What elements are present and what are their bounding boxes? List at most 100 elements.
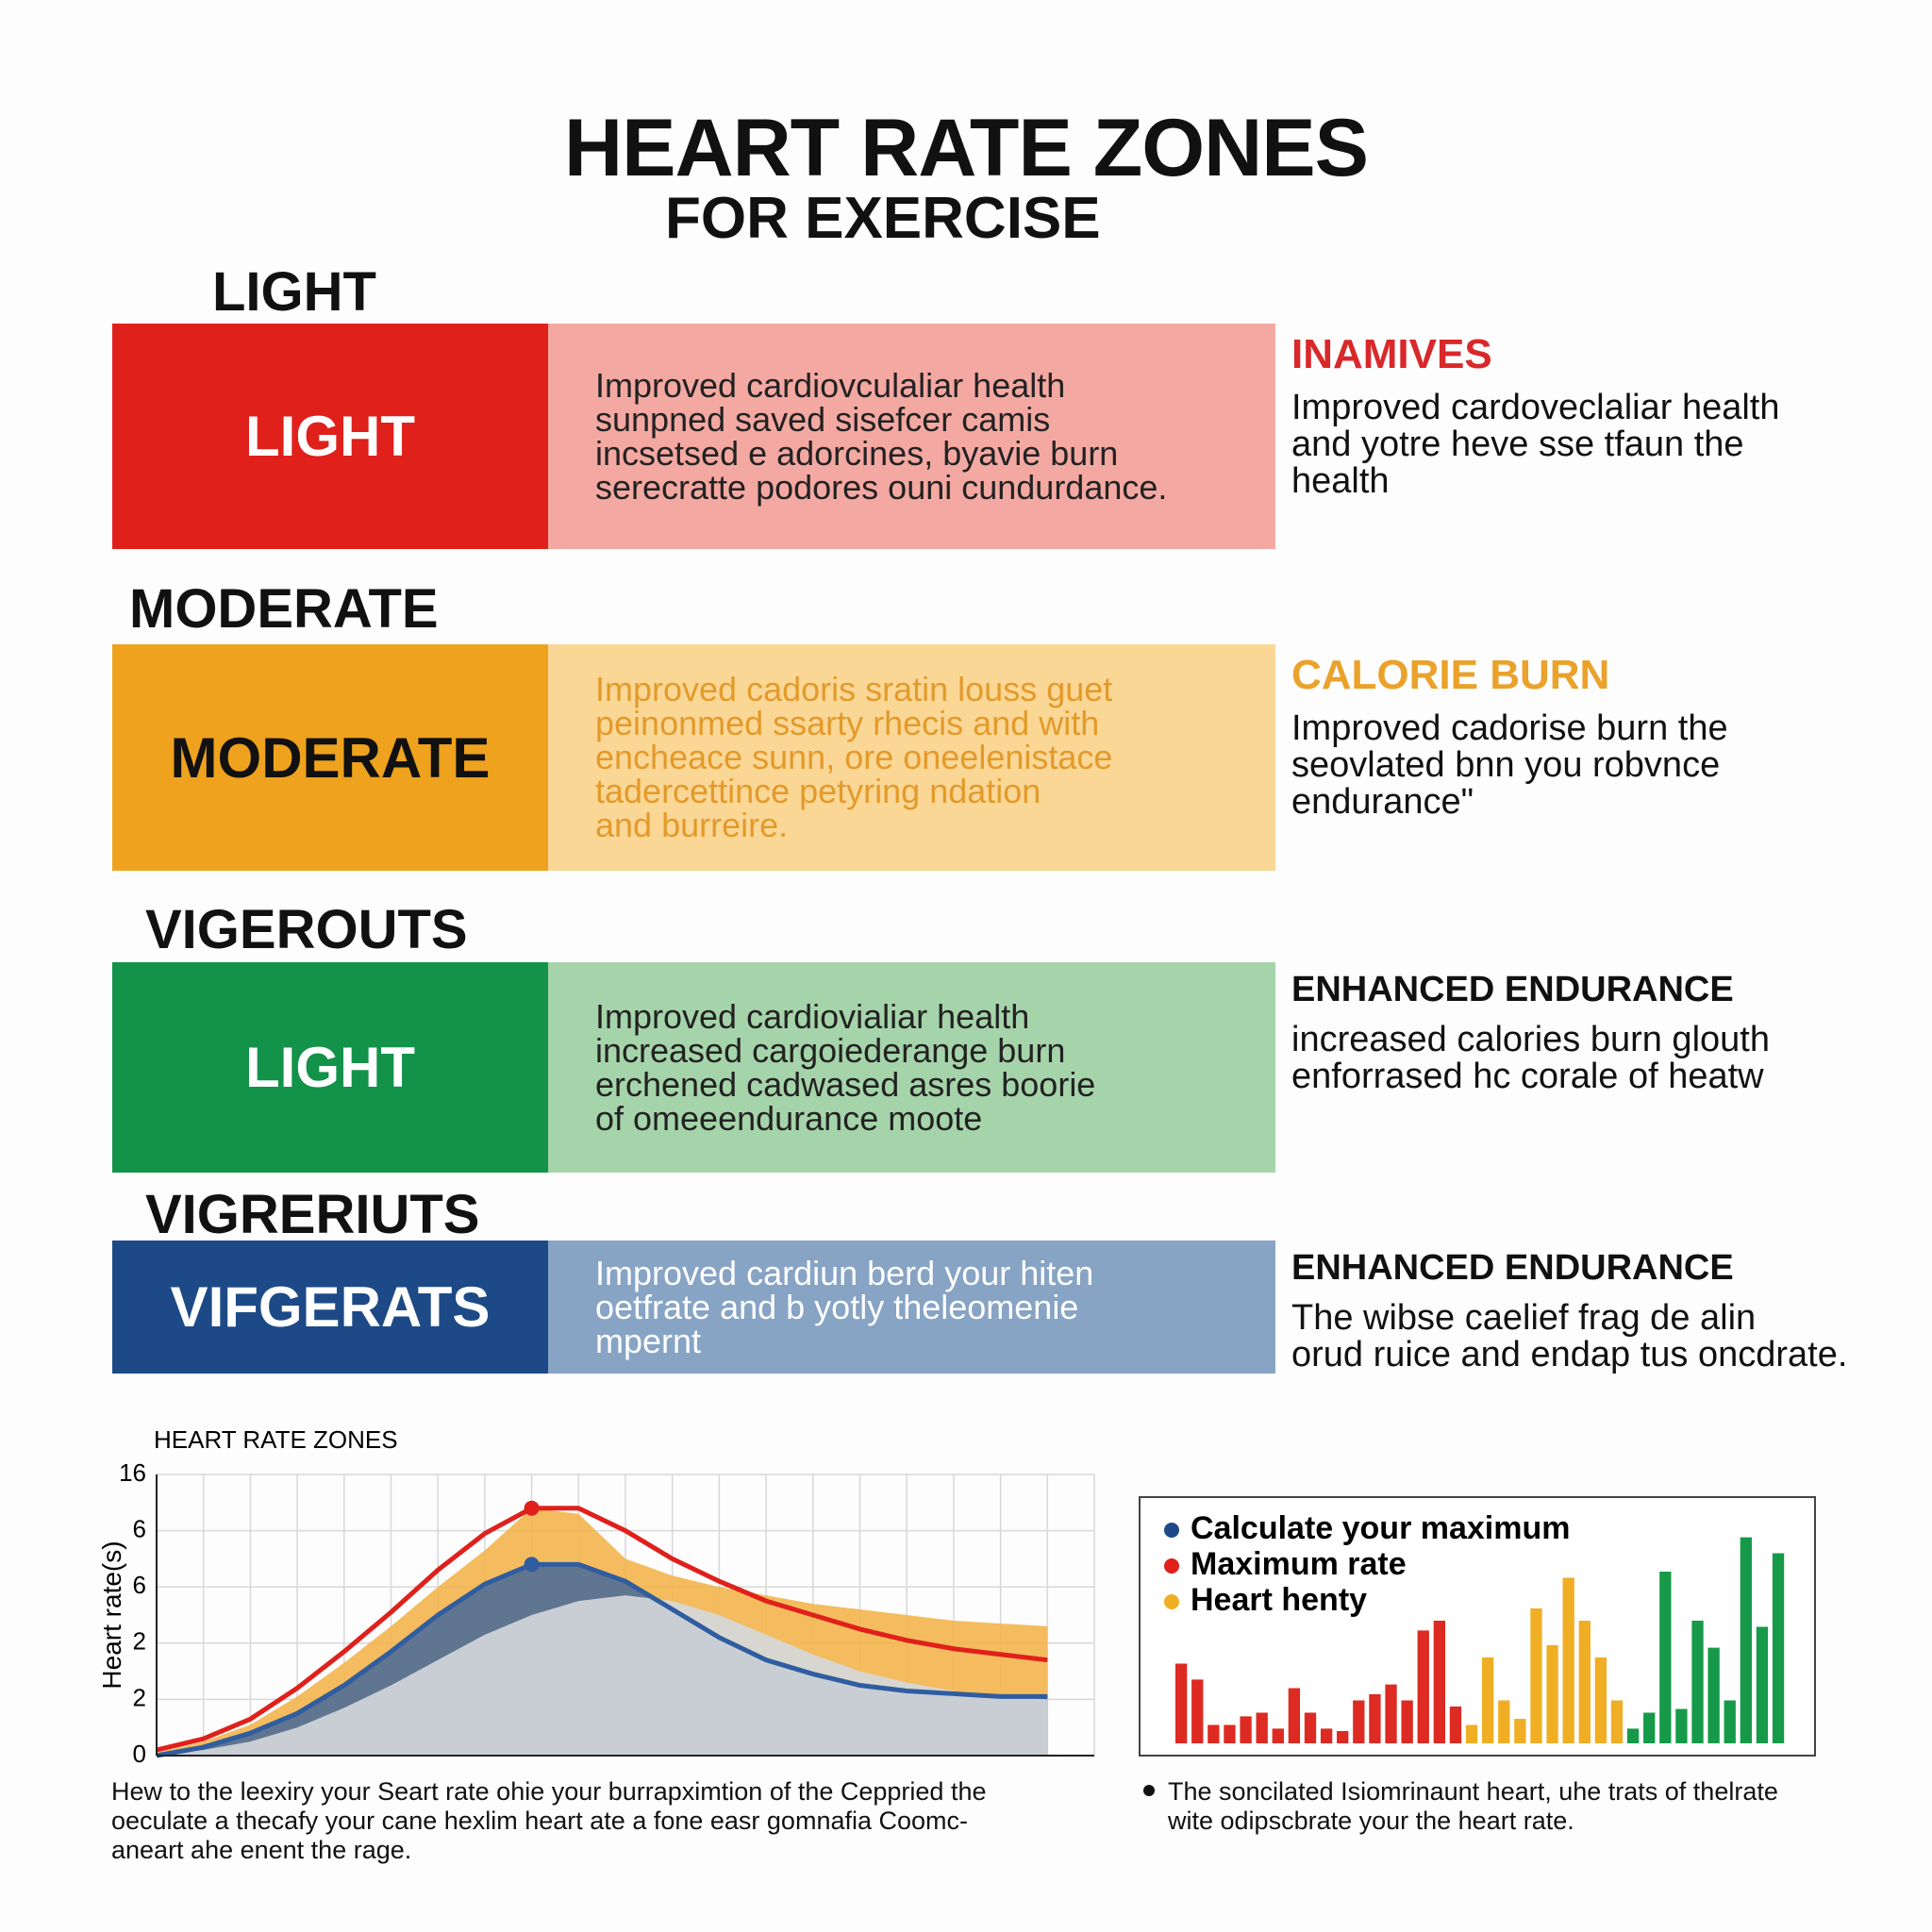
side-line: and yotre heve sse tfaun the [1291, 425, 1744, 464]
description-line: tadercettince petyring ndation [595, 772, 1041, 810]
zone-side: ENHANCED ENDURANCE increased calories bur… [1291, 970, 1914, 1095]
subtitle: FOR EXERCISE [665, 186, 1101, 251]
bar [1337, 1731, 1349, 1743]
zone-heading: LIGHT [212, 261, 376, 323]
description-line: Improved cadoris sratin louss guet [595, 670, 1113, 708]
zone-label: VIFGERATS [112, 1241, 548, 1374]
caption-line: Hew to the leexiry your Seart rate ohie … [111, 1777, 987, 1806]
bar [1482, 1657, 1494, 1743]
bar [1740, 1537, 1752, 1743]
y-tick-label: 2 [133, 1627, 146, 1656]
description-line: incsetsed e adorcines, byavie burn [595, 433, 1119, 473]
bar [1594, 1657, 1607, 1743]
side-line: Improved cadorise burn the [1291, 708, 1728, 748]
bar [1320, 1728, 1333, 1743]
bar [1498, 1700, 1510, 1743]
caption-line: oeculate a thecafy your cane hexlim hear… [111, 1807, 969, 1835]
line [156, 1506, 1048, 1753]
peak-marker [524, 1500, 540, 1516]
zone-description: Improved cardiovculaliar health sunpned s… [548, 324, 1275, 549]
bar [1610, 1700, 1624, 1743]
bar [1675, 1708, 1688, 1743]
description-line: oetfrate and b yotly theleomenie [595, 1287, 1079, 1326]
bar [1369, 1694, 1381, 1743]
caption-line: The soncilated Isiomrinaunt heart, uhe t… [1168, 1777, 1778, 1806]
bar [1417, 1630, 1429, 1743]
bar [1626, 1728, 1640, 1743]
side-line: increased calories burn glouth [1291, 1020, 1770, 1059]
bullet [1143, 1785, 1155, 1796]
side-title: ENHANCED ENDURANCE [1291, 970, 1734, 1009]
peak-marker [524, 1557, 540, 1573]
bar [1578, 1621, 1591, 1743]
legend-dot [1164, 1594, 1179, 1609]
side-line: orud ruice and endap tus oncdrate. [1291, 1335, 1848, 1374]
caption-left: Hew to the leexiry your Seart rate ohie … [111, 1777, 1111, 1865]
side-line: health [1291, 461, 1390, 501]
zone-side: ENHANCED ENDURANCE The wibse caelief frag… [1291, 1248, 1914, 1374]
description-line: increased cargoiederange burn [595, 1030, 1066, 1070]
legend-label: Maximum rate [1191, 1546, 1407, 1582]
bar [1756, 1626, 1769, 1743]
bar [1208, 1724, 1220, 1743]
description-line: mpernt [595, 1321, 702, 1360]
zone-label: LIGHT [112, 962, 548, 1173]
side-line: seovlated bnn you robvnce [1291, 745, 1721, 785]
bar [1353, 1700, 1365, 1743]
side-text: Improved cadorise burn the seovlated bnn … [1291, 710, 1914, 821]
bar [1707, 1647, 1720, 1743]
side-line: The wibse caelief frag de alin [1291, 1298, 1757, 1338]
bar [1691, 1621, 1704, 1743]
y-tick-label: 6 [133, 1514, 146, 1542]
bar [1643, 1712, 1656, 1743]
description-line: erchened cadwased asres boorie [595, 1064, 1096, 1104]
y-axis-label: Heart rate(s) [97, 1541, 126, 1689]
zone-label: MODERATE [112, 644, 548, 871]
bar [1530, 1608, 1542, 1743]
side-title: CALORIE BURN [1291, 652, 1610, 698]
side-line: endurance" [1291, 782, 1474, 822]
side-text: The wibse caelief frag de alin orud ruice… [1291, 1300, 1914, 1374]
y-tick-label: 2 [133, 1683, 146, 1711]
area [157, 1595, 1048, 1756]
bar [1240, 1716, 1252, 1743]
title: HEART RATE ZONES [564, 103, 1369, 193]
bar [1256, 1712, 1268, 1743]
y-tick-label: 16 [119, 1458, 146, 1487]
y-tick-label: 0 [133, 1740, 146, 1768]
chart-title: HEART RATE ZONES [154, 1425, 398, 1454]
description-line: encheace sunn, ore oneelenistace [595, 738, 1113, 776]
bar [1433, 1621, 1445, 1743]
description-line: Improved cardiun berd your hiten [595, 1253, 1094, 1292]
zone-heading: MODERATE [129, 578, 439, 640]
zone-heading: VIGRERIUTS [145, 1184, 480, 1245]
description-line: of omeeendurance moote [595, 1098, 983, 1138]
legend-dot [1164, 1523, 1179, 1538]
zone-side: CALORIE BURN Improved cadorise burn the se… [1291, 652, 1914, 821]
caption-line: aneart ahe enent the rage. [111, 1836, 412, 1864]
description-line: serecratte podores ouni cundurdance. [595, 467, 1168, 507]
legend-label: Heart henty [1191, 1582, 1367, 1618]
description-line: peinonmed ssarty rhecis and with [595, 704, 1100, 742]
description-line: Improved cardiovculaliar health [595, 365, 1066, 405]
bar [1288, 1688, 1301, 1743]
side-line: Improved cardoveclaliar health [1291, 388, 1780, 427]
bar [1724, 1700, 1736, 1743]
legend-label: Calculate your maximum [1191, 1510, 1570, 1546]
side-title: ENHANCED ENDURANCE [1291, 1248, 1734, 1288]
description-line: sunpned saved sisefcer camis [595, 399, 1051, 439]
side-text: increased calories burn glouth enforrased… [1291, 1022, 1914, 1095]
zone-side: INAMIVES Improved cardoveclaliar health an… [1291, 331, 1914, 500]
bar [1449, 1707, 1462, 1743]
legend-dot [1164, 1558, 1179, 1574]
bar [1224, 1724, 1236, 1743]
description-line: Improved cardiovialiar health [595, 996, 1030, 1036]
bar [1659, 1572, 1672, 1743]
bar [1562, 1577, 1574, 1743]
zone-description: Improved cardiun berd your hiten oetfrate… [548, 1241, 1275, 1374]
side-line: enforrased hc corale of heatw [1291, 1057, 1764, 1096]
y-tick-label: 6 [133, 1571, 146, 1599]
bar [1401, 1700, 1413, 1743]
